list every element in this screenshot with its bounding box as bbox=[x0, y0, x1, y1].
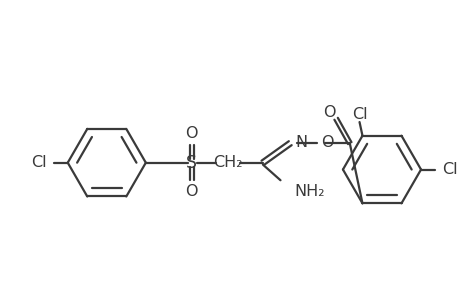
Text: S: S bbox=[186, 154, 197, 172]
Text: O: O bbox=[185, 184, 197, 200]
Text: Cl: Cl bbox=[31, 155, 46, 170]
Text: O: O bbox=[185, 126, 197, 141]
Text: N: N bbox=[295, 135, 307, 150]
Text: O: O bbox=[321, 135, 333, 150]
Text: NH₂: NH₂ bbox=[293, 184, 324, 199]
Text: CH₂: CH₂ bbox=[213, 155, 242, 170]
Text: Cl: Cl bbox=[351, 107, 367, 122]
Text: O: O bbox=[322, 105, 335, 120]
Text: Cl: Cl bbox=[442, 162, 457, 177]
